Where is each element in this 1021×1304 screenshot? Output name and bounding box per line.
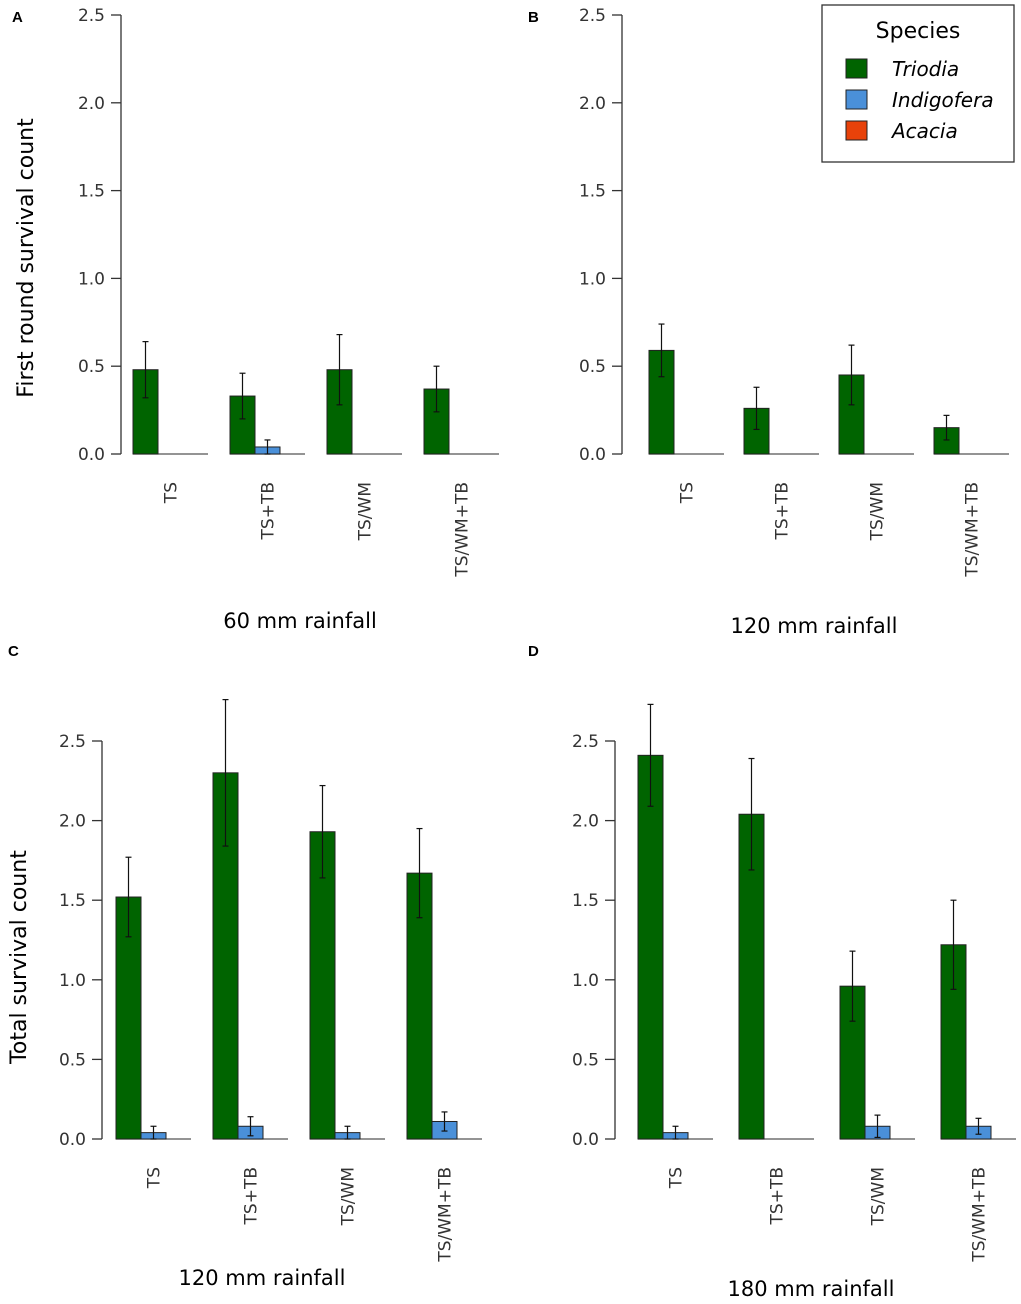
- bar-group: TS+TB: [229, 372, 305, 540]
- y-tick-label: 2.5: [78, 6, 105, 26]
- y-tick-label: 1.0: [579, 269, 606, 289]
- y-tick-label: 1.0: [59, 971, 86, 991]
- bar-group: TS: [637, 703, 713, 1189]
- x-tick-label: TS+TB: [773, 482, 793, 540]
- bar-group: TS+TB: [743, 386, 819, 540]
- y-tick-label: 0.5: [59, 1050, 86, 1070]
- bar-group: TS: [648, 323, 724, 504]
- panel-subtitle: 60 mm rainfall: [223, 609, 377, 633]
- bar-triodia: [637, 754, 664, 1140]
- y-axis-title: Total survival count: [7, 850, 32, 1065]
- x-tick-label: TS: [667, 1167, 687, 1189]
- panel-a: A 0.0 0.5 1.0 1.5 2.0 2.5 First round survival …: [12, 6, 499, 633]
- panel-subtitle: 180 mm rainfall: [728, 1277, 895, 1301]
- y-axis-title: First round survival count: [14, 118, 39, 398]
- bar-group: TS+TB: [212, 699, 288, 1225]
- y-tick-label: 0.5: [78, 357, 105, 377]
- x-tick-label: TS/WM+TB: [453, 482, 473, 578]
- x-tick-label: TS: [162, 482, 182, 504]
- y-tick-label: 1.5: [579, 182, 606, 202]
- x-tick-label: TS/WM+TB: [963, 482, 983, 578]
- bar-group: TS: [115, 856, 191, 1189]
- bar-triodia: [309, 831, 336, 1140]
- x-tick-label: TS/WM: [868, 482, 888, 541]
- y-tick-label: 2.5: [572, 732, 599, 752]
- legend-label: Triodia: [892, 57, 959, 81]
- y-tick-label: 0.0: [59, 1130, 86, 1150]
- y-tick-label: 2.0: [78, 94, 105, 114]
- bar-group: TS/WM+TB: [423, 365, 499, 578]
- panel-letter: B: [528, 9, 539, 26]
- legend: Species Triodia Indigofera Acacia: [821, 4, 1015, 163]
- bar-group: TS: [132, 341, 208, 504]
- legend-label: Acacia: [890, 119, 958, 143]
- panel-subtitle: 120 mm rainfall: [731, 614, 898, 638]
- y-tick-label: 1.5: [78, 182, 105, 202]
- legend-swatch: [845, 120, 868, 141]
- x-tick-label: TS/WM: [356, 482, 376, 541]
- bar-group: TS/WM: [839, 950, 915, 1226]
- x-tick-label: TS+TB: [768, 1167, 788, 1225]
- x-tick-label: TS/WM+TB: [436, 1167, 456, 1263]
- y-tick-label: 1.0: [78, 269, 105, 289]
- panel-b: B 0.0 0.5 1.0 1.5 2.0 2.5 TS TS+TB TS/WM TS/WM+TB 1…: [528, 6, 1009, 638]
- bar-group: TS/WM+TB: [933, 414, 1009, 578]
- panel-c: C 0.0 0.5 1.0 1.5 2.0 2.5 Total survival count T…: [7, 643, 482, 1290]
- x-tick-label: TS/WM+TB: [970, 1167, 990, 1263]
- x-tick-label: TS: [145, 1167, 165, 1189]
- y-tick-label: 0.0: [572, 1130, 599, 1150]
- legend-label: Indigofera: [892, 88, 994, 112]
- y-tick-label: 0.5: [579, 357, 606, 377]
- y-tick-label: 0.0: [579, 445, 606, 465]
- panel-letter: C: [8, 643, 19, 660]
- y-tick-label: 0.5: [572, 1050, 599, 1070]
- bar-group: TS/WM: [309, 784, 385, 1226]
- x-tick-label: TS/WM: [869, 1167, 889, 1226]
- bar-group: TS/WM: [326, 333, 402, 541]
- bar-group: TS/WM: [838, 344, 914, 541]
- panel-letter: A: [12, 9, 23, 26]
- x-tick-label: TS: [678, 482, 698, 504]
- y-tick-label: 1.5: [572, 891, 599, 911]
- panel-subtitle: 120 mm rainfall: [179, 1266, 346, 1290]
- y-tick-label: 2.0: [59, 812, 86, 832]
- y-tick-label: 2.5: [579, 6, 606, 26]
- y-tick-label: 1.5: [59, 891, 86, 911]
- bar-group: TS/WM+TB: [406, 827, 482, 1263]
- bar-group: TS/WM+TB: [940, 899, 1016, 1263]
- x-tick-label: TS+TB: [242, 1167, 262, 1225]
- y-tick-label: 2.5: [59, 732, 86, 752]
- y-tick-label: 1.0: [572, 971, 599, 991]
- y-tick-label: 2.0: [579, 94, 606, 114]
- y-tick-label: 0.0: [78, 445, 105, 465]
- bar-group: TS+TB: [738, 757, 814, 1225]
- legend-swatch: [845, 58, 868, 79]
- x-tick-label: TS+TB: [259, 482, 279, 540]
- legend-swatch: [845, 89, 868, 110]
- y-tick-label: 2.0: [572, 812, 599, 832]
- panel-d: D 0.0 0.5 1.0 1.5 2.0 2.5 TS TS+TB TS/WM TS/WM+TB 1…: [528, 643, 1016, 1301]
- legend-title: Species: [876, 19, 961, 44]
- x-tick-label: TS/WM: [339, 1167, 359, 1226]
- panel-letter: D: [528, 643, 539, 660]
